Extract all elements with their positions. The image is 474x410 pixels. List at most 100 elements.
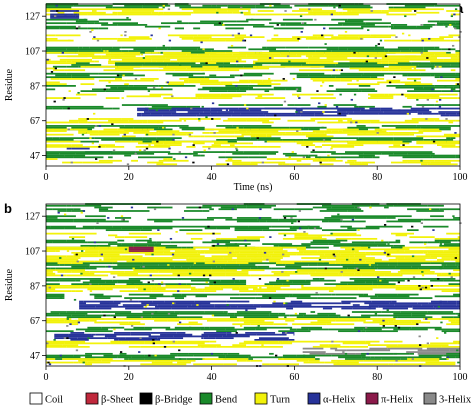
panel-b-cell bbox=[62, 344, 79, 346]
panel-a-cell bbox=[264, 58, 299, 61]
panel-b-cell bbox=[142, 286, 152, 289]
panel-a-cell bbox=[379, 39, 383, 42]
panel-b-cell bbox=[273, 272, 309, 275]
panel-b-cell bbox=[142, 262, 173, 265]
panel-a-cell bbox=[370, 95, 394, 98]
panel-b-cell bbox=[453, 217, 460, 219]
panel-a-cell bbox=[379, 97, 394, 99]
panel-a-cell bbox=[55, 34, 81, 37]
panel-a-cell bbox=[165, 72, 189, 75]
panel-b-cell bbox=[395, 257, 405, 259]
panel-b-cell bbox=[312, 278, 320, 280]
panel-a-cell bbox=[344, 31, 348, 33]
panel-b-cell bbox=[126, 359, 150, 362]
panel-a-cell bbox=[294, 104, 311, 106]
panel-a-cell bbox=[441, 104, 460, 106]
panel-b-cell bbox=[303, 314, 329, 317]
panel-a-cell bbox=[145, 147, 149, 150]
panel-a-cell bbox=[183, 119, 187, 122]
panel-b-cell bbox=[201, 305, 215, 308]
panel-b-cell bbox=[198, 302, 202, 305]
panel-a-cell bbox=[80, 125, 97, 127]
panel-a-cell bbox=[59, 152, 76, 155]
panel-a-cell bbox=[257, 145, 281, 148]
panel-b-cell bbox=[357, 269, 360, 272]
panel-b-cell bbox=[299, 358, 316, 360]
panel-a-cell bbox=[455, 51, 460, 54]
panel-a-cell bbox=[384, 55, 388, 58]
panel-a-cell bbox=[328, 27, 345, 30]
panel-b-cell bbox=[457, 265, 460, 268]
panel-a-cell bbox=[46, 158, 58, 160]
panel-a-cell bbox=[384, 93, 389, 96]
panel-a-cell bbox=[308, 137, 334, 140]
panel-a-cell bbox=[163, 67, 187, 70]
panel-b-cell bbox=[335, 319, 366, 322]
panel-b-cell bbox=[282, 253, 285, 256]
panel-a-cell bbox=[140, 128, 173, 131]
panel-a-cell bbox=[338, 46, 357, 49]
panel-a-cell bbox=[138, 88, 173, 91]
panel-a-cell bbox=[384, 50, 389, 52]
panel-b-cell bbox=[386, 309, 389, 312]
panel-b-cell bbox=[374, 262, 398, 265]
panel-a-cell bbox=[46, 46, 79, 49]
panel-a-cell bbox=[232, 125, 265, 127]
panel-b-cell bbox=[448, 272, 451, 275]
panel-a-cell bbox=[236, 90, 247, 92]
panel-b-cell bbox=[388, 363, 394, 366]
panel-a-cell bbox=[262, 121, 274, 124]
panel-a-cell bbox=[144, 25, 171, 28]
panel-a-cell bbox=[434, 74, 460, 77]
panel-a-cell bbox=[420, 159, 423, 162]
panel-a-cell bbox=[66, 60, 72, 63]
panel-b-cell bbox=[161, 354, 178, 357]
panel-a-cell bbox=[430, 97, 458, 99]
panel-a-cell bbox=[416, 125, 437, 127]
panel-b-cell bbox=[281, 332, 295, 334]
panel-b-cell bbox=[416, 210, 444, 212]
panel-b-cell bbox=[213, 314, 235, 317]
panel-a-cell bbox=[289, 126, 304, 129]
panel-b-y-axis-label: Residue bbox=[4, 268, 15, 301]
panel-a-cell bbox=[64, 154, 86, 157]
panel-a-cell bbox=[318, 102, 321, 105]
panel-a-cell bbox=[420, 126, 451, 129]
panel-a-cell bbox=[235, 85, 238, 87]
panel-a-cell bbox=[351, 128, 368, 131]
panel-a-cell bbox=[66, 72, 99, 75]
panel-b-cell bbox=[431, 300, 448, 303]
panel-b-cell bbox=[358, 318, 382, 320]
panel-a-cell bbox=[46, 154, 65, 157]
panel-b-cell bbox=[190, 279, 221, 282]
panel-a-cell bbox=[425, 118, 428, 120]
panel-a-cell bbox=[108, 58, 111, 61]
panel-a-cell bbox=[358, 69, 382, 72]
panel-b-cell bbox=[372, 260, 398, 263]
panel-b-cell bbox=[197, 288, 203, 291]
panel-b-cell bbox=[285, 302, 288, 305]
panel-a-cell bbox=[386, 51, 414, 54]
panel-a-cell bbox=[282, 139, 304, 141]
panel-b-cell bbox=[287, 267, 318, 270]
panel-b-cell bbox=[64, 319, 76, 322]
panel-b-cell bbox=[387, 253, 390, 256]
panel-b-cell bbox=[230, 297, 256, 299]
panel-a-cell bbox=[332, 69, 336, 72]
panel-b-cell bbox=[73, 208, 81, 211]
panel-a-cell bbox=[167, 34, 198, 37]
panel-a-cell bbox=[225, 109, 229, 112]
panel-a-cell bbox=[199, 112, 211, 115]
panel-b-cell bbox=[281, 271, 284, 273]
panel-a-cell bbox=[393, 72, 421, 75]
panel-a-cell bbox=[328, 159, 343, 162]
panel-b-cell bbox=[80, 211, 83, 214]
panel-b-cell bbox=[66, 316, 102, 319]
panel-b-cell bbox=[203, 332, 227, 334]
panel-b-cell bbox=[209, 274, 226, 277]
panel-a-cell bbox=[156, 163, 178, 166]
panel-b-cell bbox=[282, 288, 297, 291]
panel-a-cell bbox=[121, 135, 136, 138]
panel-b-cell bbox=[143, 288, 146, 291]
panel-a-cell bbox=[211, 58, 219, 61]
